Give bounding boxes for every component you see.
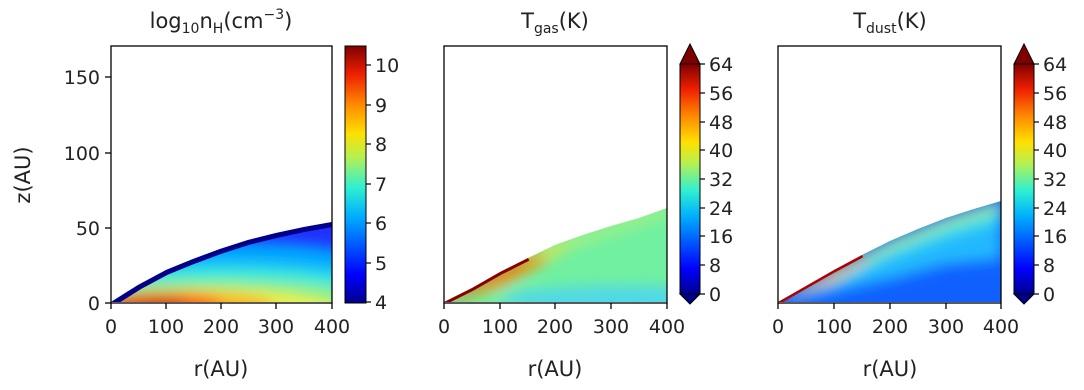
colorbar-tick-label: 64 [709,54,733,76]
x-tick-label: 300 [928,316,964,338]
colorbar-tick-label: 16 [1043,226,1067,248]
x-tick-label: 100 [148,316,184,338]
x-tick-label: 200 [872,316,908,338]
x-tick-label: 100 [816,316,852,338]
x-ticks [110,303,333,309]
y-ticks [105,76,111,304]
x-tick-label: 0 [772,316,784,338]
x-tick-label: 100 [482,316,518,338]
y-axis-label: z(AU) [11,146,35,203]
x-tick-label: 200 [537,316,573,338]
x-tick-label: 300 [593,316,629,338]
colorbar-dust-temperature: 0 8 16 24 32 40 48 56 64 [1012,42,1067,306]
y-tick-label: 50 [76,218,100,240]
colorbar-tick-label: 8 [1043,255,1055,277]
colorbar-tick-label: 24 [1043,198,1067,220]
colorbar-tick-label: 9 [375,95,387,117]
dust-temperature-field [778,201,1001,302]
colorbar-tick-label: 8 [709,255,721,277]
panel-title: Tdust(K) [852,9,927,37]
y-tick-label: 0 [88,293,100,315]
colorbar-tick-label: 48 [1043,112,1067,134]
colorbar-tick-label: 4 [375,292,387,314]
x-tick-label: 200 [203,316,239,338]
x-ticks [777,303,1002,309]
colorbar-tick-label: 7 [375,174,387,196]
x-axis-label: r(AU) [528,357,583,381]
colorbar-tick-label: 10 [375,55,399,77]
colorbar-tick-label: 24 [709,198,733,220]
y-tick-label: 100 [64,143,100,165]
colorbar-tick-label: 0 [709,284,721,306]
density-field [111,222,332,302]
panel-title: Tgas(K) [520,9,589,37]
y-tick-label: 150 [64,67,100,89]
x-tick-label: 0 [438,316,450,338]
colorbar-tick-label: 16 [709,226,733,248]
x-tick-label: 400 [314,316,350,338]
x-axis-label: r(AU) [194,357,249,381]
colorbar-tick-label: 6 [375,213,387,235]
panel-density: 0 100 200 300 400 0 50 100 150 r(AU) z(A… [11,7,399,381]
panel-title: log10nH(cm−3) [150,7,293,37]
colorbar-gas-temperature: 0 8 16 24 32 40 48 56 64 [678,42,733,306]
panel-gas-temperature: 0 100 200 300 400 r(AU) Tgas(K) 0 8 [438,9,733,381]
colorbar-tick-label: 40 [709,140,733,162]
colorbar-tick-label: 40 [1043,140,1067,162]
colorbar-tick-label: 0 [1043,284,1055,306]
x-axis-label: r(AU) [863,357,918,381]
colorbar-density: 4 5 6 7 8 9 10 [344,45,399,314]
colorbar-tick-label: 48 [709,112,733,134]
panel-dust-temperature: 0 100 200 300 400 r(AU) Tdust(K) 0 8 [772,9,1067,381]
colorbar-tick-label: 64 [1043,54,1067,76]
colorbar-tick-label: 32 [1043,169,1067,191]
colorbar-tick-label: 56 [1043,83,1067,105]
x-tick-label: 0 [105,316,117,338]
colorbar-tick-label: 56 [709,83,733,105]
x-tick-label: 400 [983,316,1019,338]
colorbar-tick-label: 5 [375,253,387,275]
x-tick-label: 300 [258,316,294,338]
colorbar-tick-label: 8 [375,134,387,156]
colorbar-tick-label: 32 [709,169,733,191]
x-tick-label: 400 [649,316,685,338]
x-ticks [443,303,668,309]
